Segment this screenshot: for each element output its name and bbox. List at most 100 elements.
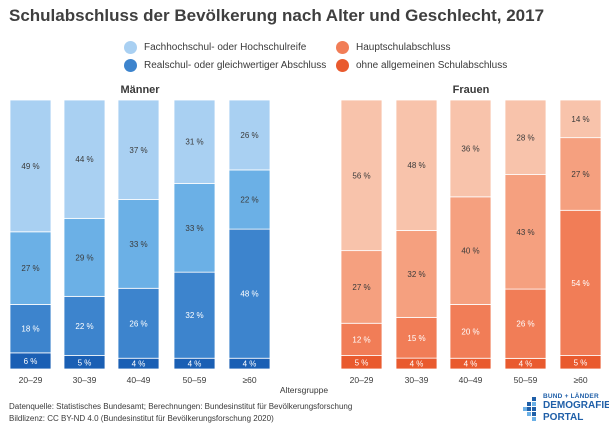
bar-segment xyxy=(340,99,383,252)
data-label: 32 % xyxy=(185,311,203,320)
legend-label: Hauptschulabschluss xyxy=(356,42,451,53)
data-label: 20 % xyxy=(461,327,479,336)
data-label: 56 % xyxy=(352,171,370,180)
data-label: 48 % xyxy=(407,161,425,170)
data-label: 29 % xyxy=(75,253,93,262)
legend-swatch xyxy=(336,59,349,72)
data-label: 36 % xyxy=(461,144,479,153)
data-label: 28 % xyxy=(516,133,534,142)
data-label: 33 % xyxy=(185,224,203,233)
bar-segment xyxy=(63,99,106,219)
bar-segment xyxy=(340,250,383,324)
data-label: 5 % xyxy=(78,358,92,367)
data-label: 26 % xyxy=(516,320,534,329)
x-tick-label: 50–59 xyxy=(183,375,207,385)
x-axis-label: Altersgruppe xyxy=(280,385,328,395)
bar-segment xyxy=(340,322,383,356)
x-tick-label: 20–29 xyxy=(350,375,374,385)
bar-segment xyxy=(504,99,547,175)
data-label: 37 % xyxy=(129,146,147,155)
bar-segment xyxy=(504,288,547,359)
data-label: 6 % xyxy=(24,357,38,366)
bar-segment xyxy=(449,196,492,305)
legend-label: Fachhochschul- oder Hochschulreife xyxy=(144,42,307,53)
data-label: 27 % xyxy=(21,264,39,273)
bar-segment xyxy=(228,228,271,359)
data-label: 27 % xyxy=(352,283,370,292)
bar-segment xyxy=(395,99,438,231)
bar-segment xyxy=(228,169,271,230)
bar-segment xyxy=(559,137,602,211)
legend-label: Realschul- oder gleichwertiger Abschluss xyxy=(144,60,327,71)
bar-segment xyxy=(9,231,52,305)
bar-segment xyxy=(63,295,106,356)
legend-item-hauptschulabschluss: Hauptschulabschluss xyxy=(336,41,451,54)
bar-segment xyxy=(559,209,602,356)
data-label: 22 % xyxy=(75,322,93,331)
bar-segment xyxy=(117,199,160,289)
logo-line1: DEMOGRAFIE xyxy=(543,400,609,411)
data-label: 31 % xyxy=(185,138,203,147)
data-label: 4 % xyxy=(243,360,257,369)
bar-segment xyxy=(559,99,602,139)
data-label: 5 % xyxy=(574,358,588,367)
data-label: 32 % xyxy=(407,270,425,279)
data-label: 44 % xyxy=(75,155,93,164)
license-note: Bildlizenz: CC BY-ND 4.0 (Bundesinstitut… xyxy=(9,414,274,423)
legend-swatch xyxy=(124,59,137,72)
panel-title-0: Männer xyxy=(120,84,160,96)
data-label: 18 % xyxy=(21,325,39,334)
logo-mark-icon xyxy=(523,397,536,421)
data-label: 27 % xyxy=(571,170,589,179)
data-label: 4 % xyxy=(188,360,202,369)
page-title: Schulabschluss der Bevölkerung nach Alte… xyxy=(9,6,545,25)
logo-line2: PORTAL xyxy=(543,412,584,423)
data-label: 49 % xyxy=(21,162,39,171)
bar-segment xyxy=(449,304,492,359)
bar-segment xyxy=(173,182,216,273)
data-label: 33 % xyxy=(129,240,147,249)
x-tick-label: ≥60 xyxy=(573,375,587,385)
legend-swatch xyxy=(336,41,349,54)
bar-segment xyxy=(173,271,216,359)
legend-item-fachhochschulreife: Fachhochschul- oder Hochschulreife xyxy=(124,41,306,54)
logo-top-text: BUND + LÄNDER xyxy=(543,393,599,400)
bar-segment xyxy=(395,316,438,359)
data-source-note: Datenquelle: Statistisches Bundesamt; Be… xyxy=(9,402,353,411)
data-label: 14 % xyxy=(571,115,589,124)
x-tick-label: 40–49 xyxy=(127,375,151,385)
x-tick-label: ≥60 xyxy=(242,375,256,385)
data-label: 4 % xyxy=(132,360,146,369)
legend-item-realschulabschluss: Realschul- oder gleichwertiger Abschluss xyxy=(124,59,326,72)
legend-label: ohne allgemeinen Schulabschluss xyxy=(356,60,508,71)
data-label: 26 % xyxy=(129,319,147,328)
data-label: 4 % xyxy=(410,360,424,369)
bar-segment xyxy=(63,217,106,297)
x-tick-label: 30–39 xyxy=(405,375,429,385)
bar-segment xyxy=(117,287,160,359)
bar-segment xyxy=(117,99,160,200)
demografie-portal-logo: BUND + LÄNDER DEMOGRAFIE PORTAL xyxy=(523,393,609,429)
x-tick-label: 20–29 xyxy=(19,375,43,385)
x-tick-label: 30–39 xyxy=(73,375,97,385)
data-label: 4 % xyxy=(464,360,478,369)
bar-segment xyxy=(395,230,438,318)
data-label: 4 % xyxy=(519,360,533,369)
data-label: 12 % xyxy=(352,335,370,344)
legend-item-ohne-abschluss: ohne allgemeinen Schulabschluss xyxy=(336,59,507,72)
bar-segment xyxy=(9,99,52,233)
legend-swatch xyxy=(124,41,137,54)
data-label: 5 % xyxy=(355,358,369,367)
x-tick-label: 40–49 xyxy=(459,375,483,385)
bar-segment xyxy=(228,99,271,171)
data-label: 40 % xyxy=(461,247,479,256)
data-label: 15 % xyxy=(407,334,425,343)
data-label: 26 % xyxy=(240,131,258,140)
x-tick-label: 50–59 xyxy=(514,375,538,385)
data-label: 43 % xyxy=(516,228,534,237)
data-label: 48 % xyxy=(240,290,258,299)
panel-title-1: Frauen xyxy=(453,84,490,96)
bar-segment xyxy=(173,99,216,184)
bar-segment xyxy=(449,99,492,198)
